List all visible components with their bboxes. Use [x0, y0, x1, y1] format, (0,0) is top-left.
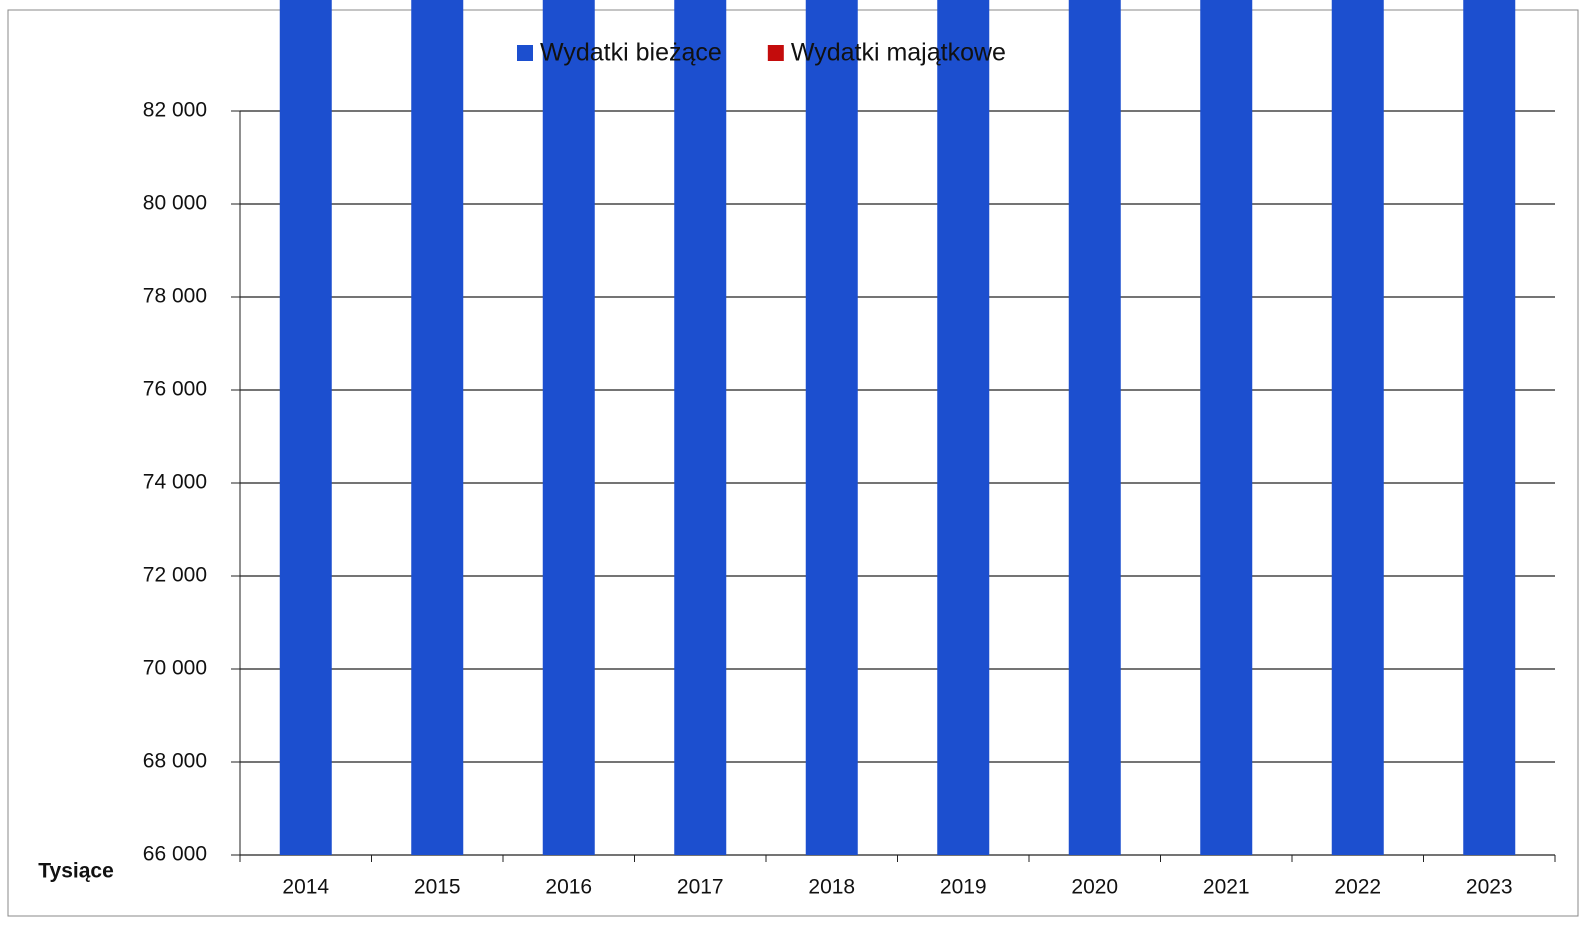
bar-segment: [937, 0, 990, 855]
bar-segment: [542, 0, 595, 855]
x-tick-label: 2018: [808, 876, 855, 899]
x-tick-label: 2016: [545, 876, 592, 899]
x-tick-label: 2023: [1466, 876, 1513, 899]
y-tick-label: 70 000: [143, 657, 207, 680]
x-tick-label: 2014: [282, 876, 329, 899]
y-tick-label: 76 000: [143, 378, 207, 401]
y-tick-label: 78 000: [143, 285, 207, 308]
y-axis-label: Tysiące: [38, 860, 114, 883]
bar-segment: [411, 0, 464, 855]
y-tick-label: 72 000: [143, 564, 207, 587]
legend-label: Wydatki majątkowe: [791, 39, 1006, 67]
bar-segment: [1463, 0, 1516, 855]
x-tick-label: 2019: [940, 876, 987, 899]
bar-segment: [1068, 0, 1121, 855]
legend-swatch: [767, 45, 784, 61]
bar-segment: [674, 0, 727, 855]
x-tick-label: 2022: [1334, 876, 1381, 899]
y-tick-label: 66 000: [143, 843, 207, 866]
legend-swatch: [517, 45, 533, 61]
x-tick-label: 2021: [1203, 876, 1250, 899]
y-tick-label: 68 000: [143, 750, 207, 773]
chart-frame: [7, 9, 1579, 917]
y-tick-label: 82 000: [143, 99, 207, 122]
bar-segment: [1200, 0, 1253, 855]
legend-label: Wydatki bieżące: [540, 39, 722, 67]
x-tick-label: 2020: [1071, 876, 1118, 899]
x-tick-label: 2017: [677, 876, 724, 899]
bar-segment: [1331, 0, 1384, 855]
bar-segment: [279, 0, 332, 855]
y-tick-label: 74 000: [143, 471, 207, 494]
bar-segment: [805, 0, 858, 855]
y-tick-label: 80 000: [143, 192, 207, 215]
x-tick-label: 2015: [414, 876, 461, 899]
